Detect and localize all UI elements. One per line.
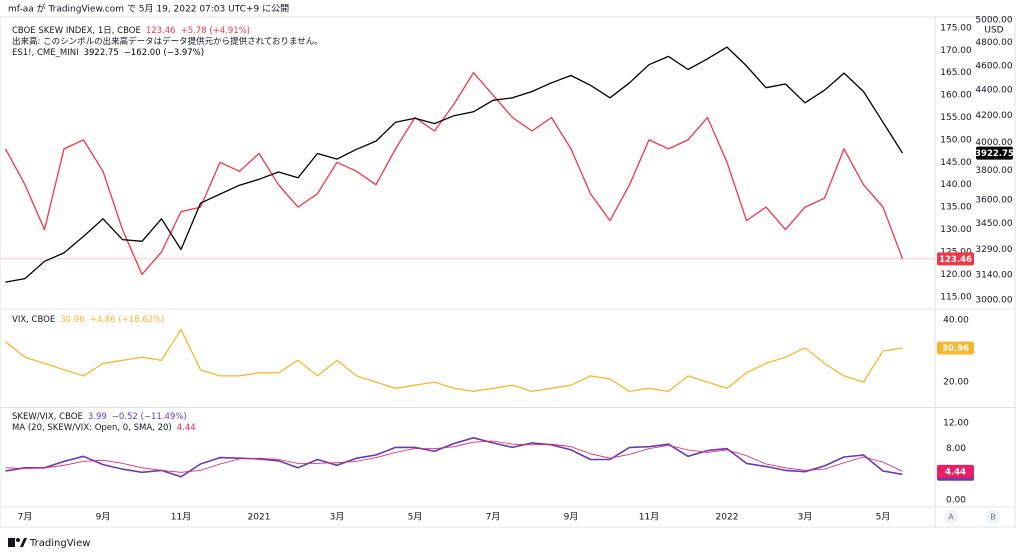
x-tick-label: 3月: [798, 512, 813, 523]
y-tick-label: 135.00: [940, 203, 972, 213]
x-tick-label: 11月: [171, 512, 191, 523]
y-tick-label: 160.00: [940, 91, 972, 101]
x-tick-label: 7月: [486, 512, 501, 523]
x-tick-label: 2022: [716, 513, 739, 523]
legend-change: +5.78 (+4.91%): [180, 26, 251, 36]
scale-button-label[interactable]: A: [948, 513, 954, 522]
y-tick-label: 145.00: [940, 158, 972, 168]
y-tick-label: 130.00: [940, 225, 972, 235]
legend-change: −162.00 (−3.97%): [123, 48, 205, 58]
legend-name: ES1!, CME_MINI: [12, 48, 79, 58]
legend-value: 30.96: [60, 315, 85, 325]
series-line: [5, 437, 903, 478]
y-tick-label: 165.00: [940, 68, 972, 78]
y2-tick-label: 5000.00: [975, 16, 1012, 26]
y-tick-label: 0.00: [946, 495, 966, 505]
legend-row: MA (20, SKEW/VIX: Open, 0, SMA, 20) 4.44: [12, 423, 201, 434]
last-value-label: 123.46: [939, 255, 972, 265]
header-text: mf-aa が TradingView.com で 5月 19, 2022 07…: [8, 3, 289, 15]
y2-tick-label: 3450.00: [975, 219, 1012, 229]
y-tick-label: 20.00: [943, 378, 969, 388]
series-line: [5, 328, 903, 393]
x-tick-label: 7月: [18, 512, 33, 523]
y-tick-label: 115.00: [940, 292, 972, 302]
legend-row: SKEW/VIX, CBOE 3.99 −0.52 (−11.49%): [12, 412, 201, 423]
last-value-label: 30.96: [942, 344, 969, 354]
last-value-box: [937, 252, 974, 266]
scale-button[interactable]: [986, 510, 1000, 524]
legend-value: 3.99: [87, 412, 107, 422]
last-value-box: [937, 464, 974, 478]
x-tick-label: 9月: [564, 512, 579, 523]
y2-tick-label: 3800.00: [975, 166, 1012, 176]
y2-tick-label: 4600.00: [975, 61, 1012, 71]
y-tick-label: 150.00: [940, 135, 972, 145]
legend-annotation: 出来高: このシンボルの出来高データはデータ提供元から提供されておりません。: [12, 37, 323, 47]
y-tick-label: 12.00: [943, 419, 969, 429]
x-tick-label: 5月: [408, 512, 423, 523]
series-line: [5, 440, 903, 473]
x-tick-label: 3月: [330, 512, 345, 523]
y-tick-label: 8.00: [946, 444, 966, 454]
x-tick-label: 2021: [248, 513, 271, 523]
legend: CBOE SKEW INDEX, 1日, CBOE 123.46 +5.78 (+4…: [12, 26, 323, 59]
scale-button-label[interactable]: B: [990, 513, 996, 522]
last-value-label: 4.44: [945, 467, 966, 477]
legend-change: +4.86 (+18.62%): [89, 315, 165, 325]
logo: [8, 538, 27, 547]
x-tick-label: 5月: [876, 512, 891, 523]
legend-value: 3922.75: [83, 48, 119, 58]
x-tick-label: 9月: [96, 512, 111, 523]
y-tick-label: 140.00: [940, 180, 972, 190]
y2-tick-label: 3140.00: [975, 271, 1012, 281]
y2-tick-label: 3290.00: [975, 245, 1012, 255]
y2-tick-label: 4200.00: [975, 111, 1012, 121]
legend-row: CBOE SKEW INDEX, 1日, CBOE 123.46 +5.78 (+4…: [12, 26, 323, 37]
legend: SKEW/VIX, CBOE 3.99 −0.52 (−11.49%) MA (20,…: [12, 412, 201, 434]
scale-button[interactable]: [944, 510, 958, 524]
legend-value: 123.46: [145, 26, 176, 36]
legend-value: 4.44: [176, 423, 196, 433]
y-tick-label: 170.00: [940, 46, 972, 56]
y2-tick-label: 4000.00: [975, 138, 1012, 148]
y2-unit: USD: [984, 26, 1003, 36]
legend-name: MA (20, SKEW/VIX: Open, 0, SMA, 20): [12, 423, 172, 433]
y-tick-label: 40.00: [943, 315, 969, 325]
y2-tick-label: 3000.00: [975, 296, 1012, 306]
y-tick-label: 120.00: [940, 270, 972, 280]
frame: [0, 16, 1016, 528]
legend-name: VIX, CBOE: [12, 315, 56, 325]
last-value-label: 3922.75: [975, 149, 1014, 159]
legend-change: −0.52 (−11.49%): [111, 412, 187, 422]
legend: VIX, CBOE 30.96 +4.86 (+18.62%): [12, 315, 170, 326]
series-line: [5, 46, 904, 283]
y2-tick-label: 4800.00: [975, 38, 1012, 48]
last-value-box: [976, 146, 1013, 160]
x-tick-label: 11月: [639, 512, 659, 523]
legend-name: SKEW/VIX, CBOE: [12, 412, 83, 422]
series-line: [4, 72, 904, 276]
y-tick-label: 175.00: [940, 23, 972, 33]
legend-row: VIX, CBOE 30.96 +4.86 (+18.62%): [12, 315, 170, 326]
legend-row: ES1!, CME_MINI 3922.75 −162.00 (−3.97%): [12, 48, 323, 59]
last-value-box: [937, 341, 974, 355]
y2-tick-label: 3600.00: [975, 196, 1012, 206]
y-tick-label: 155.00: [940, 113, 972, 123]
y2-tick-label: 4400.00: [975, 86, 1012, 96]
footer-brand: TradingView: [29, 538, 90, 549]
legend-name: CBOE SKEW INDEX, 1日, CBOE: [12, 26, 141, 36]
